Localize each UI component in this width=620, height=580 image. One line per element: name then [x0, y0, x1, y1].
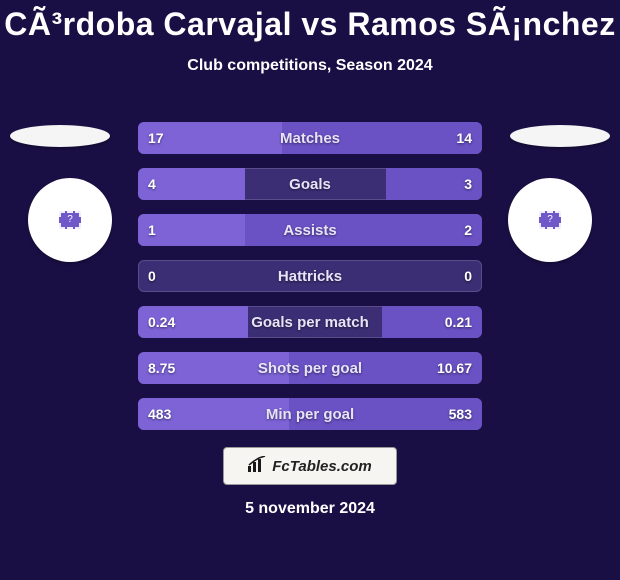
- stat-value-right: 0: [454, 260, 482, 292]
- bar-left-fill: [138, 122, 282, 154]
- page-subtitle: Club competitions, Season 2024: [0, 57, 620, 75]
- chart-icon: [248, 456, 266, 477]
- flag-right: [510, 125, 610, 147]
- stat-row: 0.240.21Goals per match: [138, 306, 482, 338]
- club-badge-right: ?: [508, 178, 592, 262]
- bar-right-fill: [382, 306, 482, 338]
- stat-row: 0 0Hattricks: [138, 260, 482, 292]
- source-logo-text: FcTables.com: [272, 458, 371, 475]
- bar-left-fill: [138, 398, 289, 430]
- stat-row: 8.7510.67Shots per goal: [138, 352, 482, 384]
- stat-value-left: 0: [138, 260, 166, 292]
- bar-right-fill: [386, 168, 482, 200]
- stat-label: Hattricks: [138, 260, 482, 292]
- bar-right-fill: [245, 214, 482, 246]
- stat-row: 483583Min per goal: [138, 398, 482, 430]
- source-logo: FcTables.com: [223, 447, 397, 485]
- stat-row: 1714Matches: [138, 122, 482, 154]
- bar-left-fill: [138, 168, 245, 200]
- club-badge-left: ?: [28, 178, 112, 262]
- stat-bars: 1714Matches 43Goals 12Assists 0 0Hattricks 0.…: [138, 122, 482, 444]
- date-label: 5 november 2024: [0, 500, 620, 518]
- comparison-card: CÃ³rdoba Carvajal vs Ramos SÃ¡nchez Club…: [0, 0, 620, 580]
- flag-left: [10, 125, 110, 147]
- bar-right-fill: [282, 122, 482, 154]
- bar-left-fill: [138, 352, 289, 384]
- bar-left-fill: [138, 214, 245, 246]
- club-badge-right-placeholder: ?: [539, 211, 561, 229]
- page-title: CÃ³rdoba Carvajal vs Ramos SÃ¡nchez: [0, 0, 620, 43]
- club-badge-left-placeholder: ?: [59, 211, 81, 229]
- stat-row: 12Assists: [138, 214, 482, 246]
- bar-left-fill: [138, 306, 248, 338]
- stat-row: 43Goals: [138, 168, 482, 200]
- bar-right-fill: [289, 352, 482, 384]
- bar-right-fill: [289, 398, 482, 430]
